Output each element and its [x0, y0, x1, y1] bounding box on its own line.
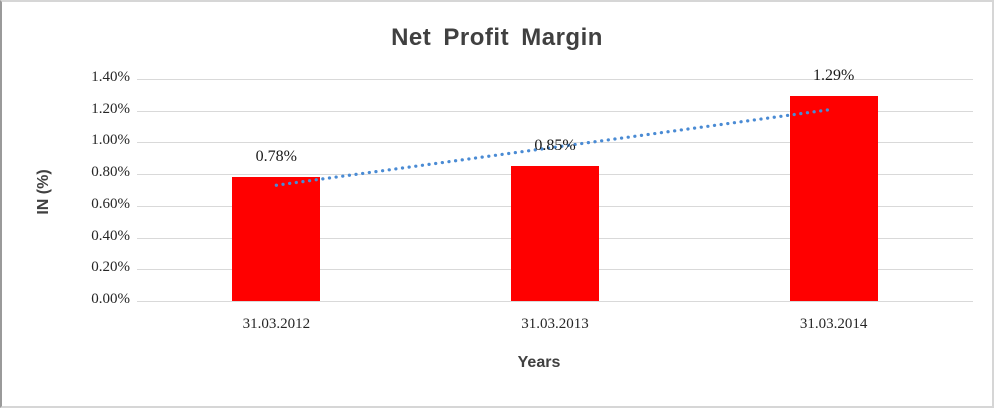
y-tick-label: 0.00%	[91, 291, 130, 307]
chart-title: Net Profit Margin	[391, 24, 603, 51]
y-tick-label: 1.40%	[91, 69, 130, 85]
y-tick-label: 0.40%	[91, 227, 130, 244]
y-tick-label: 0.20%	[91, 259, 130, 276]
bar	[511, 166, 599, 301]
x-category-label: 31.03.2014	[799, 316, 868, 332]
bar-value-label: 1.29%	[812, 67, 855, 85]
bar-value-label: 0.85%	[534, 137, 576, 155]
bar	[232, 177, 321, 301]
x-category-label: 31.03.2012	[242, 316, 311, 332]
y-tick-label: 0.80%	[91, 164, 130, 181]
gridline	[137, 79, 973, 80]
plot-area	[137, 79, 973, 302]
y-tick-label: 1.20%	[91, 100, 130, 117]
bar-value-label: 0.78%	[255, 148, 297, 166]
bar	[789, 96, 878, 301]
x-category-label: 31.03.2013	[521, 316, 589, 332]
y-tick-label: 0.60%	[91, 195, 130, 212]
y-tick-label: 1.00%	[91, 132, 130, 149]
x-axis-title: Years	[517, 354, 561, 371]
gridline	[137, 301, 973, 302]
